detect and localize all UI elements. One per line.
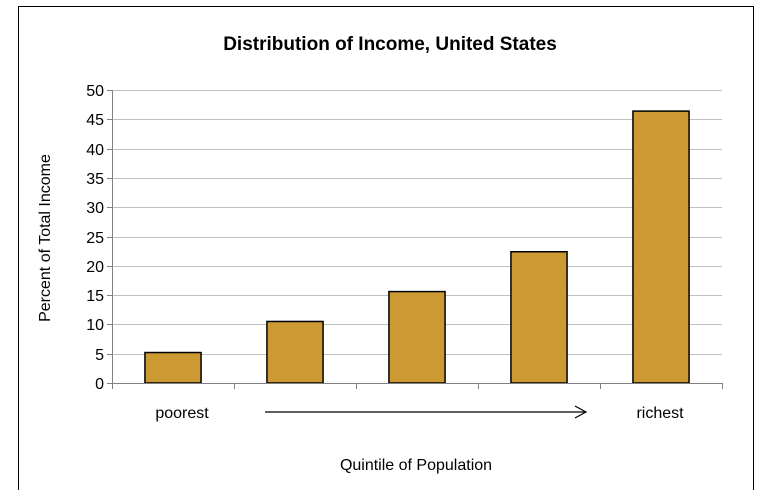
y-tick-label: 40 xyxy=(86,142,104,159)
x-axis-label: Quintile of Population xyxy=(340,457,492,474)
y-tick-label: 20 xyxy=(86,259,104,276)
y-tick-label: 10 xyxy=(86,317,104,334)
y-tick-label: 35 xyxy=(86,171,104,188)
chart-title: Distribution of Income, United States xyxy=(223,34,557,55)
y-tick-label: 25 xyxy=(86,230,104,247)
chart-frame xyxy=(18,6,754,490)
y-tick-label: 5 xyxy=(95,347,104,364)
arrow-head xyxy=(574,405,588,419)
bar-5 xyxy=(632,110,690,384)
bar-3 xyxy=(388,290,446,384)
y-axis-label: Percent of Total Income xyxy=(37,154,54,322)
y-tick-label: 50 xyxy=(86,83,104,100)
bar-2 xyxy=(266,320,324,384)
bar-1 xyxy=(144,351,202,384)
bars-layer xyxy=(144,110,690,384)
bar-4 xyxy=(510,250,568,384)
axis-layer xyxy=(107,90,723,389)
y-tick-label: 15 xyxy=(86,288,104,305)
y-tick-label: 30 xyxy=(86,200,104,217)
y-tick-label: 0 xyxy=(95,376,104,393)
annotation-poorest: poorest xyxy=(155,405,209,422)
y-tick-labels: 0 5 10 15 20 25 30 35 40 45 50 xyxy=(86,83,104,393)
y-tick-label: 45 xyxy=(86,112,104,129)
direction-arrow xyxy=(265,405,588,419)
grid-layer xyxy=(112,90,722,355)
annotation-richest: richest xyxy=(636,405,684,422)
